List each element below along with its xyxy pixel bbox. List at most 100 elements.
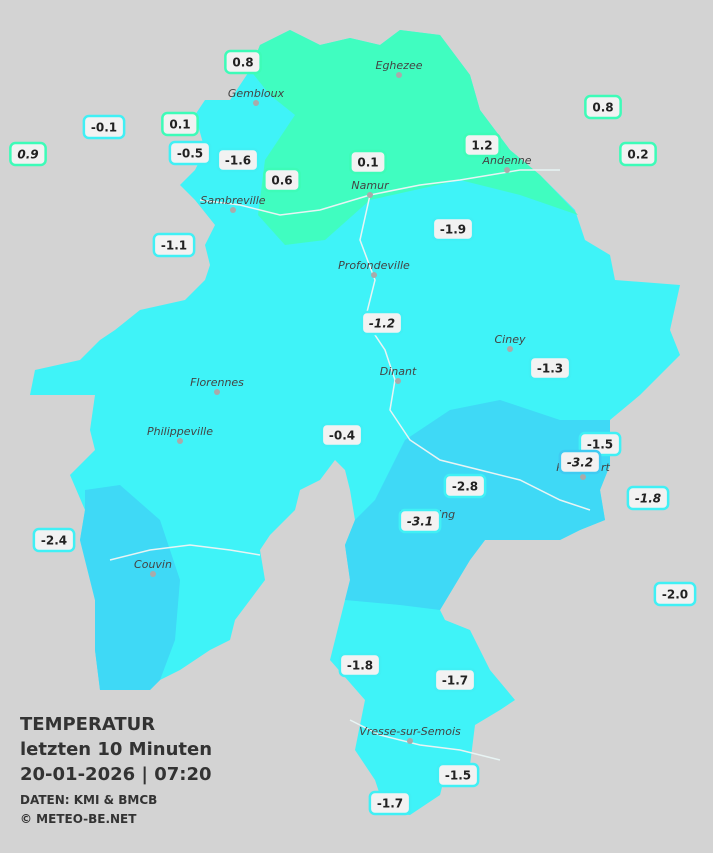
station-value: -0.5 (177, 147, 203, 161)
station-value: -0.4 (329, 429, 355, 443)
station: -0.1 (82, 114, 126, 140)
station: 0.6 (263, 167, 301, 193)
river (349, 719, 501, 761)
station: -3.2 (558, 449, 602, 475)
river (109, 544, 261, 561)
station-box (463, 132, 501, 158)
station: -1.6 (216, 147, 260, 173)
station-box (161, 111, 199, 137)
legend: TEMPERATUR letzten 10 Minuten 20-01-2026… (20, 714, 212, 826)
legend-source: DATEN: KMI & BMCB (20, 793, 157, 807)
station-box (9, 141, 47, 167)
station-box (431, 216, 475, 242)
station-value: -1.8 (635, 492, 661, 506)
station-box (263, 167, 301, 193)
station: -2.0 (653, 581, 697, 607)
station: -1.5 (578, 431, 622, 457)
station-box (82, 114, 126, 140)
station: -1.8 (626, 485, 670, 511)
place-dot (507, 346, 513, 352)
station-value: -1.9 (440, 223, 466, 237)
place-dot (504, 167, 510, 173)
station-box (528, 355, 572, 381)
station: -1.9 (431, 216, 475, 242)
station-box (224, 49, 262, 75)
station-box (338, 652, 382, 678)
place-dot (580, 474, 586, 480)
station: 0.1 (161, 111, 199, 137)
place-dot (407, 738, 413, 744)
station-value: -1.5 (445, 769, 471, 783)
station-box (368, 790, 412, 816)
station-value: -1.8 (347, 659, 373, 673)
zone-green (250, 30, 578, 245)
station-value: 0.1 (357, 156, 378, 170)
station: -0.5 (168, 140, 212, 166)
station: 1.2 (463, 132, 501, 158)
place-name: Gembloux (228, 87, 285, 100)
station: -3.1 (398, 508, 442, 534)
station-box (152, 232, 196, 258)
station: -1.8 (338, 652, 382, 678)
province-cyan (30, 30, 680, 815)
station-value: 0.2 (627, 148, 648, 162)
station-box (320, 422, 364, 448)
stations: 0.8 -0.1 0.1 0.9 -0.5 -1.6 0.6 0.1 1.2 0.8 0.2 -1.1… (9, 49, 697, 816)
station-box (626, 485, 670, 511)
station-value: -1.5 (587, 438, 613, 452)
place-name: Namur (351, 179, 390, 192)
place-name: Ciney (495, 333, 526, 346)
place-name: Eghezee (376, 59, 423, 72)
station-value: -0.1 (91, 121, 117, 135)
station-value: 0.6 (271, 174, 292, 188)
place-dot (150, 571, 156, 577)
station-value: 0.8 (592, 101, 613, 115)
station-box (32, 527, 76, 553)
station: -1.1 (152, 232, 196, 258)
station-value: 0.9 (17, 148, 38, 162)
zone-blue (345, 400, 610, 610)
place-dot (371, 272, 377, 278)
station-box (558, 449, 602, 475)
station-value: 0.1 (169, 118, 190, 132)
legend-period: letzten 10 Minuten (20, 739, 212, 760)
station-value: -2.8 (452, 480, 478, 494)
station-value: -2.0 (662, 588, 688, 602)
station: -1.3 (528, 355, 572, 381)
station-value: -1.3 (537, 362, 563, 376)
station: 0.9 (9, 141, 47, 167)
place-name: Vresse-sur-Semois (359, 725, 461, 738)
station: -1.2 (360, 310, 404, 336)
place-dot (395, 378, 401, 384)
station-box (398, 508, 442, 534)
place-dot (253, 100, 259, 106)
station-box (216, 147, 260, 173)
place-dot (230, 207, 236, 213)
place-dot (177, 438, 183, 444)
station: -2.4 (32, 527, 76, 553)
station-value: 0.8 (232, 56, 253, 70)
place-dot (214, 389, 220, 395)
station-box (619, 141, 657, 167)
station-value: -2.4 (41, 534, 67, 548)
station-value: -1.1 (161, 239, 187, 253)
station-value: -3.2 (567, 456, 593, 470)
place-dot (367, 192, 373, 198)
zone-blue (80, 485, 180, 690)
legend-credit: © METEO-BE.NET (20, 812, 137, 826)
station: -1.5 (436, 762, 480, 788)
station: -2.8 (443, 473, 487, 499)
place-name: Dinant (380, 365, 417, 378)
place-name: Sambreville (200, 194, 265, 207)
station-box (443, 473, 487, 499)
station: 0.8 (584, 94, 622, 120)
station-value: -1.6 (225, 154, 251, 168)
legend-datetime: 20-01-2026 | 07:20 (20, 764, 212, 785)
station-box (360, 310, 404, 336)
station-box (584, 94, 622, 120)
station: 0.1 (349, 149, 387, 175)
legend-title: TEMPERATUR (20, 714, 155, 735)
station: -0.4 (320, 422, 364, 448)
station-box (436, 762, 480, 788)
